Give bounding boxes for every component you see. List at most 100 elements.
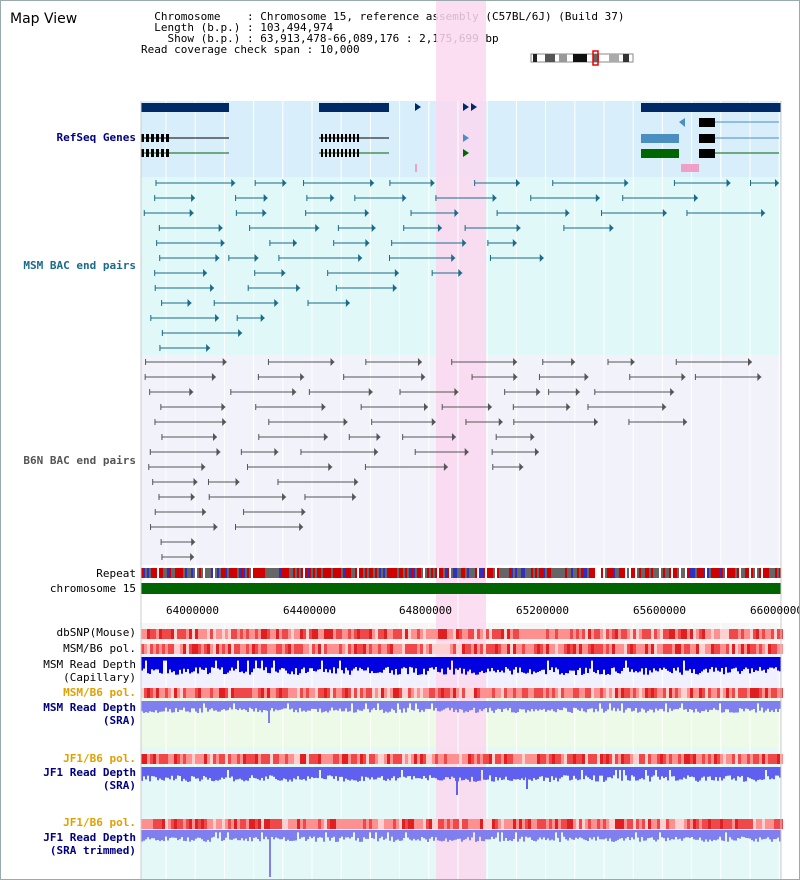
msm-sra-depth (191, 701, 193, 709)
msm-b6-pol-2-heat (306, 688, 309, 698)
msm-sra-depth (197, 701, 199, 713)
msm-capillary-depth (399, 657, 401, 675)
repeat-feature (339, 568, 341, 578)
jf1-b6-pol-heat (342, 754, 345, 764)
dbsnp-heat (636, 629, 639, 639)
msm-sra-depth (755, 701, 757, 713)
jf1-b6-pol-2-heat (753, 819, 756, 829)
refseq-genes-label[interactable]: RefSeq Genes (56, 131, 136, 144)
msm-sra-depth (199, 701, 201, 709)
msm-b6-pol-heat (207, 644, 210, 654)
repeat-feature (513, 568, 515, 578)
repeat-feature (273, 568, 275, 578)
msm-capillary-depth (595, 657, 597, 674)
msm-sra-depth (715, 701, 717, 710)
msm-capillary-depth (657, 657, 659, 672)
msm-b6-pol-heat (360, 644, 363, 654)
msm-sra-depth (145, 701, 147, 713)
msm-bac-pair (451, 254, 456, 262)
msm-capillary-depth (419, 657, 421, 675)
jf1-trim-depth (315, 830, 317, 842)
jf1-b6-pol-label[interactable]: JF1/B6 pol. (63, 752, 136, 765)
msm-sra-depth (415, 701, 417, 704)
jf1-sra-depth (531, 767, 533, 781)
msm-sra-depth (375, 701, 377, 711)
msm-capillary-depth (337, 657, 339, 669)
msm-b6-pol-2-heat (399, 688, 402, 698)
b6n-bac-pair (454, 388, 459, 396)
jf1-b6-pol-2-heat (390, 819, 393, 829)
repeat-feature (397, 568, 399, 578)
msm-b6-pol-2-label[interactable]: MSM/B6 pol. (63, 686, 136, 699)
jf1-sra-depth (579, 767, 581, 780)
jf1-sra-depth (517, 767, 519, 780)
msm-b6-pol-2-heat (633, 688, 636, 698)
msm-capillary-depth (671, 657, 673, 674)
msm-capillary-depth (499, 657, 501, 673)
jf1-b6-pol-heat (600, 754, 603, 764)
repeat-feature (281, 568, 283, 578)
msm-b6-pol-2-heat (165, 688, 168, 698)
msm-sra-depth (583, 701, 585, 712)
msm-b6-pol-2-heat (192, 688, 195, 698)
msm-b6-pol-heat (567, 644, 570, 654)
jf1-trim-depth (747, 830, 749, 839)
msm-capillary-depth (353, 657, 355, 669)
b6n-bac-label[interactable]: B6N BAC end pairs (23, 454, 136, 467)
dbsnp-heat (516, 629, 519, 639)
b6n-bac-pair (536, 388, 541, 396)
msm-read-depth-capillary-label[interactable]: MSM Read Depth (43, 658, 136, 671)
msm-bac-pair (189, 209, 194, 217)
dbsnp-heat (282, 629, 285, 639)
msm-bac-pair (437, 224, 442, 232)
dbsnp-heat (192, 629, 195, 639)
repeat-feature (223, 568, 225, 578)
repeat-feature (269, 568, 271, 578)
b6n-bac-pair (201, 463, 206, 471)
jf1-b6-pol-2-heat (510, 819, 513, 829)
msm-capillary-depth (631, 657, 633, 670)
msm-capillary-depth (443, 657, 445, 675)
msm-b6-pol-label[interactable]: MSM/B6 pol. (63, 642, 136, 655)
dbsnp-heat (450, 629, 453, 639)
jf1-trim-depth (611, 830, 613, 842)
jf1-read-depth-sra-label[interactable]: JF1 Read Depth (43, 766, 136, 779)
jf1-sra-depth (413, 767, 415, 777)
jf1-trim-depth (229, 830, 231, 840)
msm-capillary-depth (757, 657, 759, 671)
msm-sra-depth (307, 701, 309, 711)
msm-capillary-depth (275, 657, 277, 672)
gene-arrow (463, 149, 469, 157)
jf1-sra-depth (759, 767, 761, 780)
jf1-trim-depth (283, 830, 285, 838)
jf1-sra-depth (257, 767, 259, 780)
msm-capillary-depth (609, 657, 611, 675)
msm-bac-label[interactable]: MSM BAC end pairs (23, 259, 136, 272)
jf1-trim-depth (173, 830, 175, 838)
exon (349, 149, 351, 157)
msm-b6-pol-2-heat (432, 688, 435, 698)
msm-capillary-depth (663, 657, 665, 668)
jf1-trim-depth (327, 830, 329, 838)
jf1-b6-pol-2-heat (735, 819, 738, 829)
msm-capillary-depth (693, 657, 695, 670)
jf1-b6-pol-heat (450, 754, 453, 764)
dbsnp-heat (651, 629, 654, 639)
dbsnp-heat (378, 629, 381, 639)
repeat-feature (543, 568, 545, 578)
jf1-b6-pol-heat (303, 754, 306, 764)
jf1-b6-pol-2-heat (168, 819, 171, 829)
msm-bac-pair (392, 284, 397, 292)
msm-b6-pol-heat (678, 644, 681, 654)
jf1-sra-depth (215, 767, 217, 781)
msm-read-depth-sra-label[interactable]: MSM Read Depth (43, 701, 136, 714)
jf1-trim-depth (505, 830, 507, 839)
jf1-trim-depth (223, 830, 225, 841)
msm-b6-pol-2-heat (735, 688, 738, 698)
msm-b6-pol-2-heat (600, 688, 603, 698)
jf1-b6-pol-2-label[interactable]: JF1/B6 pol. (63, 816, 136, 829)
msm-capillary-depth (197, 657, 199, 674)
dbsnp-label[interactable]: dbSNP(Mouse) (56, 626, 136, 639)
jf1-read-depth-trimmed-label[interactable]: JF1 Read Depth (43, 831, 136, 844)
